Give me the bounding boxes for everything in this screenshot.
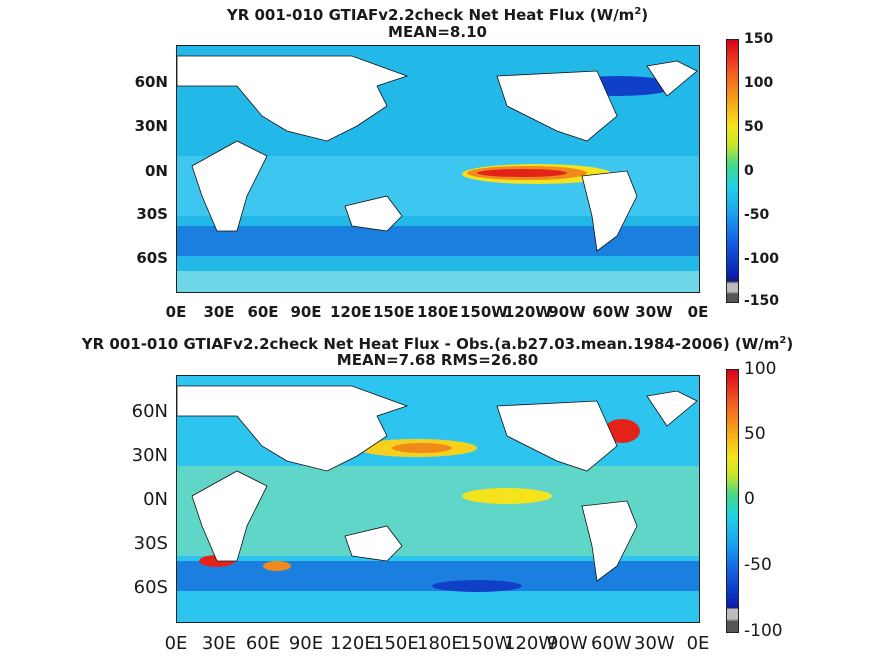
chart2-xtick-90e: 90E [288,633,324,654]
chart2-xtick-90w: 90W [547,633,588,654]
chart2-xtick-120w: 120W [504,633,557,654]
chart1-xtick-150e: 150E [373,303,415,321]
chart1-ytick-60n: 60N [134,73,168,91]
chart2-xtick-120e: 120E [330,633,376,654]
chart2-xtick-30w: 30W [634,633,675,654]
chart2-ytick-30n: 30N [131,445,168,466]
chart1-ytick-30n: 30N [134,117,168,135]
chart2-ytick-30s: 30S [133,533,168,554]
chart2-subtitle: MEAN=7.68 RMS=26.80 [336,351,539,369]
chart2-cbar-100: 100 [744,359,777,379]
chart2-title: YR 001-010 GTIAFv2.2check Net Heat Flux … [81,335,794,353]
chart1-ytick-0n: 0N [145,162,168,180]
chart2-cbar-m100: -100 [744,621,783,641]
chart1-xtick-0e: 0E [165,303,187,321]
chart1-cbar-m50: -50 [744,207,770,223]
chart1-xtick-90w: 90W [548,303,586,321]
chart1-xtick-60e: 60E [247,303,279,321]
chart1-cbar-0: 0 [744,163,754,179]
chart1-xtick-90e: 90E [290,303,322,321]
chart1-ytick-30s: 30S [136,205,168,223]
chart2-xtick-0e: 0E [164,633,188,654]
chart1-title: YR 001-010 GTIAFv2.2check Net Heat Flux … [226,6,649,24]
chart1-colorbar [726,39,739,303]
chart2-cbar-50: 50 [744,424,766,444]
chart1-xtick-120e: 120E [330,303,372,321]
chart1-cbar-50: 50 [744,119,764,135]
chart1-cbar-150: 150 [744,31,774,47]
chart1-xtick-30e: 30E [203,303,235,321]
chart2-xtick-60e: 60E [245,633,281,654]
chart2-xtick-150w: 150W [460,633,513,654]
chart1-xtick-30w: 30W [635,303,673,321]
chart2-ytick-60n: 60N [131,401,168,422]
chart2-ytick-60s: 60S [133,577,168,598]
chart2-cbar-m50: -50 [744,555,772,575]
chart2-xtick-30e: 30E [201,633,237,654]
chart1-xtick-120w: 120W [504,303,552,321]
chart1-cbar-100: 100 [744,75,774,91]
chart1-xtick-0e-end: 0E [687,303,709,321]
chart1-subtitle: MEAN=8.10 [388,23,487,41]
chart1-map [176,45,700,293]
chart1-cbar-m100: -100 [744,251,780,267]
chart1-xtick-60w: 60W [592,303,630,321]
chart2-cbar-0: 0 [744,489,755,509]
chart2-xtick-150e: 150E [373,633,419,654]
chart2-map [176,375,700,623]
chart1-cbar-m150: -150 [744,293,780,309]
chart1-xtick-180e: 180E [417,303,459,321]
chart2-colorbar [726,369,739,633]
chart1-xtick-150w: 150W [460,303,508,321]
chart2-xtick-60w: 60W [591,633,632,654]
chart2-xtick-180e: 180E [417,633,463,654]
chart2-xtick-0e-end: 0E [686,633,710,654]
chart2-ytick-0n: 0N [143,489,168,510]
chart1-ytick-60s: 60S [136,249,168,267]
chart2-map-svg [177,376,699,622]
chart1-map-svg [177,46,699,292]
